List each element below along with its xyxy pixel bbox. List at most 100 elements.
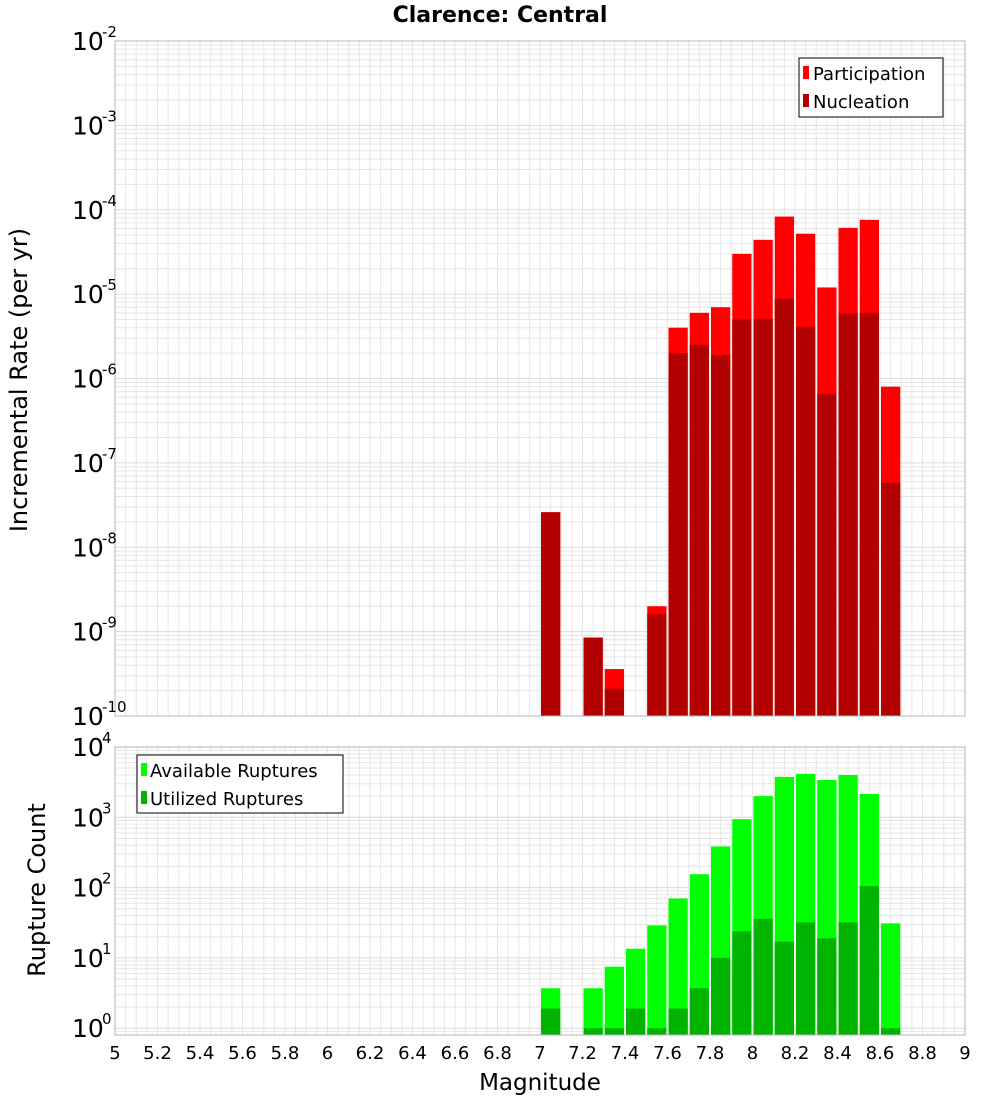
bottom-bar-series2	[583, 1028, 603, 1035]
bottom-bar-series2	[541, 1008, 561, 1035]
x-tick-label: 7.6	[653, 1043, 682, 1064]
x-axis-label: Magnitude	[479, 1070, 601, 1096]
y-tick-exponent: -8	[102, 529, 117, 547]
top-bar-series2	[668, 353, 688, 716]
bottom-legend: Available Ruptures Utilized Ruptures	[136, 754, 344, 814]
legend-label-participation: Participation	[813, 64, 925, 85]
top-bar-series2	[753, 318, 773, 716]
x-tick-label: 5.8	[271, 1043, 300, 1064]
top-bar-series2	[774, 298, 794, 716]
y-tick-exponent: 4	[102, 729, 112, 747]
bottom-plot-frame	[114, 746, 966, 1036]
legend-swatch-nucleation	[803, 94, 809, 107]
y-tick-label: 10	[72, 803, 104, 832]
bottom-bar-series2	[668, 1008, 688, 1035]
top-bar-series2	[796, 326, 816, 716]
x-tick-label: 9	[959, 1043, 970, 1064]
legend-swatch-utilized	[141, 791, 147, 804]
bottom-bar-series1	[583, 988, 603, 1035]
top-legend-box	[798, 57, 944, 118]
bottom-legend-box	[136, 754, 344, 814]
legend-swatch-participation	[803, 66, 809, 79]
top-bar-series2	[689, 344, 709, 716]
top-bars	[541, 216, 901, 717]
bottom-bar-series1	[604, 966, 624, 1035]
y-tick-exponent: -6	[102, 361, 117, 379]
x-tick-label: 5.6	[228, 1043, 257, 1064]
bottom-bar-series2	[838, 922, 858, 1035]
top-plot-frame	[114, 40, 966, 717]
y-tick-exponent: -5	[102, 276, 117, 294]
y-tick-exponent: -2	[102, 23, 117, 41]
y-tick-label: 10	[72, 944, 104, 973]
top-bar-series2	[541, 512, 561, 716]
bottom-bar-series2	[689, 988, 709, 1035]
y-tick-label: 10	[72, 618, 104, 647]
legend-swatch-available	[141, 763, 147, 776]
bottom-bar-series2	[647, 1028, 667, 1035]
y-tick-exponent: -7	[102, 445, 117, 463]
y-tick-exponent: 3	[102, 799, 112, 817]
chart-title: Clarence: Central	[393, 3, 608, 28]
x-tick-label: 6.8	[483, 1043, 512, 1064]
legend-label-nucleation: Nucleation	[813, 92, 909, 113]
bottom-bar-series1	[647, 925, 667, 1035]
top-y-axis-label: Incremental Rate (per yr)	[5, 228, 33, 532]
bottom-y-axis-label: Rupture Count	[23, 803, 51, 977]
x-tick-label: 8.8	[908, 1043, 937, 1064]
y-tick-label: 10	[72, 27, 104, 56]
bottom-bar-series2	[604, 1028, 624, 1035]
x-tick-label: 8.6	[866, 1043, 895, 1064]
top-bar-series2	[859, 312, 879, 716]
y-tick-exponent: 2	[102, 870, 112, 888]
x-tick-label: 5.4	[186, 1043, 215, 1064]
top-bar-series2	[732, 319, 752, 716]
bottom-bar-series2	[626, 1008, 646, 1035]
legend-label-utilized: Utilized Ruptures	[150, 789, 303, 810]
bottom-bars	[541, 773, 901, 1035]
x-tick-label: 7.2	[568, 1043, 597, 1064]
y-tick-label: 10	[72, 196, 104, 225]
y-tick-label: 10	[72, 280, 104, 309]
bottom-bar-series2	[711, 957, 731, 1035]
top-bar-series2	[647, 614, 667, 716]
bottom-bar-series1	[881, 923, 901, 1035]
bottom-bar-series2	[859, 886, 879, 1035]
top-legend: Participation Nucleation	[798, 57, 944, 118]
x-tick-label: 8.2	[781, 1043, 810, 1064]
y-tick-label: 10	[72, 449, 104, 478]
top-bar-series2	[711, 354, 731, 716]
x-tick-label: 6.6	[441, 1043, 470, 1064]
bottom-bar-series1	[668, 898, 688, 1035]
x-tick-label: 6.4	[398, 1043, 427, 1064]
y-tick-exponent: -3	[102, 107, 117, 125]
x-tick-label: 5.2	[143, 1043, 172, 1064]
x-tick-label: 7	[534, 1043, 545, 1064]
top-bar-series2	[817, 394, 837, 716]
y-tick-label: 10	[72, 365, 104, 394]
y-tick-exponent: -10	[102, 698, 127, 716]
y-tick-label: 10	[72, 874, 104, 903]
y-tick-exponent: 0	[102, 1010, 112, 1028]
bottom-bar-series2	[774, 941, 794, 1035]
y-tick-exponent: -9	[102, 614, 117, 632]
bottom-bar-series2	[881, 1028, 901, 1035]
bottom-bar-series2	[732, 931, 752, 1035]
y-tick-label: 10	[72, 1014, 104, 1043]
x-tick-label: 7.4	[611, 1043, 640, 1064]
legend-label-available: Available Ruptures	[150, 761, 318, 782]
x-tick-label: 5	[109, 1043, 120, 1064]
top-bar-series2	[838, 313, 858, 716]
y-tick-label: 10	[72, 702, 104, 731]
y-tick-exponent: 1	[102, 940, 112, 958]
x-tick-label: 6.2	[356, 1043, 385, 1064]
bottom-bar-series2	[753, 918, 773, 1035]
y-tick-label: 10	[72, 733, 104, 762]
top-bar-series2	[604, 688, 624, 716]
x-tick-label: 7.8	[696, 1043, 725, 1064]
